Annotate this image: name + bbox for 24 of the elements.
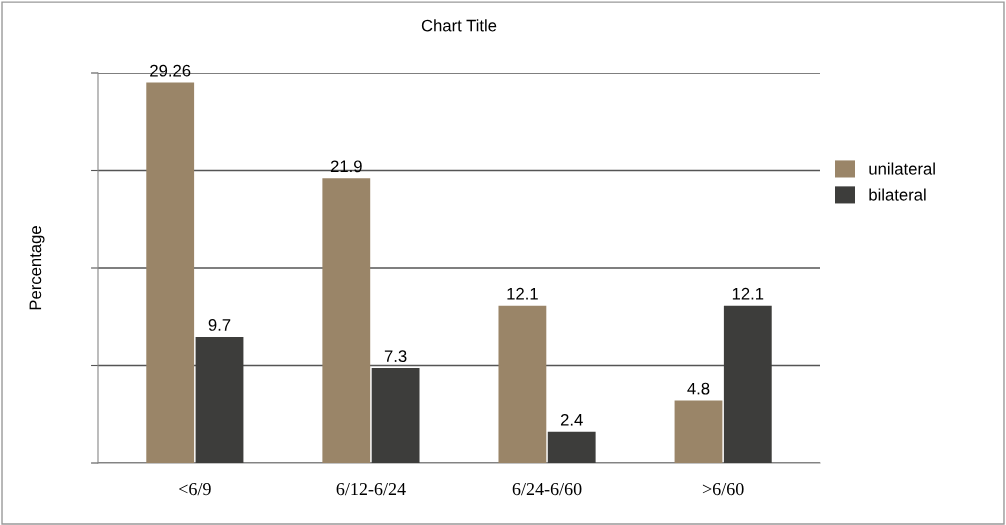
bar (547, 431, 596, 463)
data-label: 29.26 (150, 64, 191, 77)
bar (674, 400, 723, 463)
chart-title: Chart Title (421, 19, 497, 32)
x-tick-label: 6/24-6/60 (512, 482, 582, 496)
bar (146, 82, 195, 463)
bar (371, 368, 420, 463)
data-label: 12.1 (732, 287, 764, 300)
y-axis-title: Percentage (29, 226, 45, 310)
data-label: 21.9 (330, 160, 362, 173)
data-label: 7.3 (384, 350, 407, 363)
legend-label: unilateral (869, 162, 935, 175)
bar (195, 336, 244, 463)
data-label: 9.7 (208, 319, 231, 331)
x-tick-label: 6/12-6/24 (336, 483, 406, 496)
bar (723, 305, 772, 463)
data-label: 12.1 (507, 287, 538, 300)
x-tick-label: >6/60 (702, 482, 744, 496)
legend-label: bilateral (869, 188, 926, 201)
data-label: 2.4 (560, 413, 583, 426)
bar (322, 178, 371, 463)
bar (498, 305, 547, 463)
data-label: 4.8 (687, 382, 710, 395)
x-tick-label: <6/9 (179, 483, 211, 496)
